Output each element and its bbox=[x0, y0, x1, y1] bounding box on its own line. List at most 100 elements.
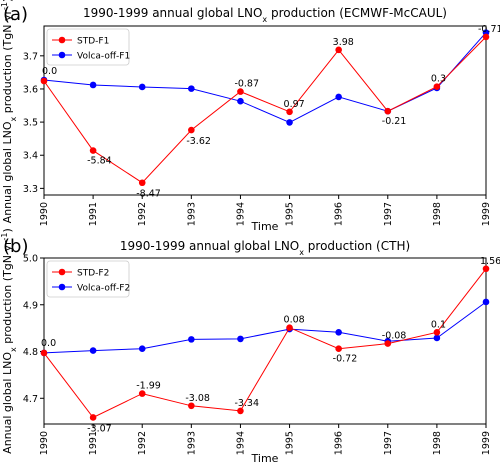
data-point-Volca-off-F2 bbox=[433, 334, 441, 342]
series-line-STD-F2 bbox=[43, 268, 487, 419]
legend-box bbox=[46, 28, 130, 66]
series-line-Volca-off-F1 bbox=[43, 32, 487, 123]
data-point-STD-F1 bbox=[482, 33, 490, 41]
plot-frame bbox=[43, 25, 487, 196]
data-label: -3.08 bbox=[185, 393, 210, 404]
data-point-STD-F1 bbox=[384, 107, 392, 115]
data-point-STD-F1 bbox=[188, 126, 195, 134]
y-tick-label: 3.7 bbox=[23, 51, 38, 62]
series-line-STD-F1 bbox=[43, 36, 487, 184]
x-tick-label: 1991 bbox=[88, 202, 99, 226]
x-tick-label: 1995 bbox=[285, 202, 296, 226]
data-point-STD-F1 bbox=[237, 88, 244, 95]
data-label: -0.08 bbox=[382, 331, 407, 342]
data-label: -3.62 bbox=[186, 136, 211, 147]
data-point-STD-F1 bbox=[138, 179, 146, 187]
data-label: 0.08 bbox=[284, 315, 305, 326]
x-tick-label: 1991 bbox=[88, 431, 99, 455]
x-tick-label: 1992 bbox=[137, 431, 148, 455]
data-point-Volca-off-F1 bbox=[335, 93, 342, 101]
data-point-STD-F1 bbox=[89, 147, 97, 154]
y-tick-label: 5.0 bbox=[23, 254, 38, 265]
x-tick-label: 1997 bbox=[383, 202, 394, 226]
data-label: 0.97 bbox=[284, 99, 305, 110]
data-point-Volca-off-F1 bbox=[89, 81, 97, 89]
x-tick-label: 1990 bbox=[39, 431, 50, 455]
data-label: 0.3 bbox=[431, 74, 446, 85]
data-label: -0.87 bbox=[234, 79, 259, 90]
x-axis-label: Time bbox=[251, 452, 279, 465]
data-label: -0.72 bbox=[333, 354, 358, 365]
data-point-STD-F2 bbox=[188, 402, 195, 410]
legend-entry: STD-F1 bbox=[77, 36, 109, 46]
legend-entry: Volca-off-F1 bbox=[77, 51, 130, 61]
x-tick-label: 1993 bbox=[186, 431, 197, 455]
data-label: -0.71 bbox=[478, 24, 500, 35]
chart-title: 1990-1999 annual global LNOx production … bbox=[120, 239, 410, 257]
legend-entry: Volca-off-F2 bbox=[77, 283, 130, 293]
legend-box bbox=[46, 260, 130, 298]
data-label: 0.1 bbox=[431, 319, 446, 330]
data-point-Volca-off-F2 bbox=[138, 345, 146, 353]
data-point-Volca-off-F2 bbox=[335, 329, 342, 336]
legend-swatch-marker bbox=[58, 283, 66, 291]
data-label: 0.0 bbox=[42, 66, 57, 77]
panel-label: (b) bbox=[3, 236, 28, 257]
x-tick-label: 1999 bbox=[481, 431, 492, 455]
x-tick-label: 1995 bbox=[285, 431, 296, 455]
data-point-Volca-off-F1 bbox=[138, 83, 146, 91]
chart-title: 1990-1999 annual global LNOx production … bbox=[83, 6, 447, 24]
data-point-Volca-off-F2 bbox=[89, 347, 97, 354]
x-axis-label: Time bbox=[251, 220, 279, 233]
x-tick-label: 1998 bbox=[432, 431, 443, 455]
data-point-Volca-off-F1 bbox=[286, 119, 293, 126]
data-point-Volca-off-F1 bbox=[188, 85, 195, 92]
data-point-STD-F2 bbox=[286, 324, 293, 331]
y-tick-label: 4.9 bbox=[23, 300, 38, 311]
panel-label: (a) bbox=[3, 4, 28, 25]
x-tick-label: 1996 bbox=[334, 202, 345, 226]
x-tick-label: 1993 bbox=[186, 202, 197, 226]
x-tick-label: 1992 bbox=[137, 202, 148, 226]
data-point-STD-F2 bbox=[40, 349, 48, 357]
data-point-STD-F2 bbox=[433, 329, 441, 336]
x-tick-label: 1994 bbox=[235, 431, 246, 455]
data-label: 0.0 bbox=[41, 338, 56, 349]
data-point-Volca-off-F1 bbox=[237, 97, 244, 105]
plot-frame bbox=[43, 257, 487, 425]
y-tick-label: 3.3 bbox=[23, 184, 38, 195]
data-label: 1.56 bbox=[480, 256, 500, 267]
y-tick-label: 4.8 bbox=[23, 347, 38, 358]
data-point-STD-F2 bbox=[138, 390, 146, 397]
data-point-Volca-off-F2 bbox=[482, 298, 490, 306]
data-label: -3.34 bbox=[234, 398, 259, 409]
data-point-Volca-off-F2 bbox=[188, 336, 195, 343]
y-axis-label: Annual global LNOx production (TgN yr-1) bbox=[0, 0, 18, 223]
data-label: -3.07 bbox=[87, 423, 112, 434]
data-label: -0.21 bbox=[382, 116, 407, 127]
y-tick-label: 3.4 bbox=[23, 151, 38, 162]
data-point-STD-F2 bbox=[237, 407, 244, 415]
data-point-STD-F2 bbox=[482, 265, 490, 273]
y-axis-label: Annual global LNOx production (TgN yr-1) bbox=[0, 228, 18, 454]
x-tick-label: 1997 bbox=[383, 431, 394, 455]
y-tick-label: 3.5 bbox=[23, 118, 38, 129]
data-label: 3.98 bbox=[333, 37, 354, 48]
data-point-STD-F2 bbox=[89, 414, 97, 421]
legend-entry: STD-F2 bbox=[77, 268, 109, 278]
legend-swatch-marker bbox=[58, 36, 66, 44]
legend: STD-F2 Volca-off-F2 bbox=[46, 260, 130, 298]
x-tick-label: 1996 bbox=[334, 431, 345, 455]
y-tick-label: 3.6 bbox=[23, 84, 38, 95]
x-tick-label: 1994 bbox=[235, 202, 246, 226]
data-point-STD-F1 bbox=[335, 46, 342, 54]
data-point-STD-F1 bbox=[286, 108, 293, 116]
data-point-STD-F1 bbox=[433, 83, 441, 90]
legend-swatch-marker bbox=[58, 268, 66, 276]
y-tick-label: 4.7 bbox=[23, 394, 38, 405]
x-tick-label: 1998 bbox=[432, 202, 443, 226]
legend: STD-F1 Volca-off-F1 bbox=[46, 28, 130, 66]
x-tick-label: 1999 bbox=[481, 202, 492, 226]
data-point-STD-F1 bbox=[40, 77, 48, 85]
chart-panel-b: (b) 1990-1999 annual global LNOx producti… bbox=[0, 228, 500, 465]
